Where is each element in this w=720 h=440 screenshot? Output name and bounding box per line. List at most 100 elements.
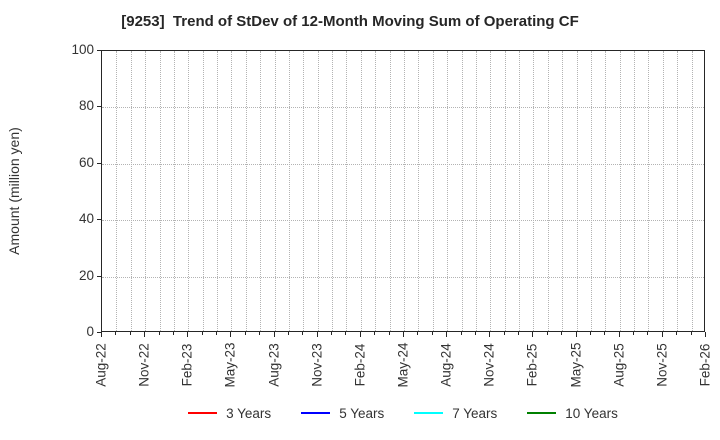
horizontal-gridline [102, 276, 704, 278]
vertical-gridline [145, 51, 147, 331]
legend-series-label: 10 Years [565, 405, 618, 421]
x-tick-label: Nov-22 [136, 343, 152, 387]
x-tick-label: May-23 [222, 342, 238, 388]
y-tick-label: 80 [78, 98, 94, 114]
x-tick-mark [503, 332, 505, 335]
x-tick-mark [359, 332, 361, 337]
vertical-gridline [677, 51, 679, 331]
x-tick-mark [101, 332, 102, 337]
x-tick-mark [661, 332, 663, 337]
y-tick-label: 0 [86, 324, 94, 339]
legend: 3 Years 5 Years 7 Years 10 Years [101, 401, 705, 425]
x-tick-mark [201, 332, 203, 335]
y-tick-mark [97, 162, 101, 164]
x-tick-mark [259, 332, 261, 335]
vertical-gridline [332, 51, 334, 331]
plot-area [101, 50, 705, 332]
x-tick-mark [546, 332, 548, 335]
legend-series-label: 7 Years [452, 405, 498, 421]
legend-line-swatch [414, 412, 444, 414]
x-tick-mark [244, 332, 246, 335]
vertical-gridline [562, 51, 564, 331]
x-tick-label: Aug-25 [611, 343, 627, 387]
x-tick-label: Feb-24 [352, 343, 368, 387]
vertical-gridline [317, 51, 319, 331]
x-tick-mark [690, 332, 692, 335]
x-tick-mark [532, 332, 534, 337]
x-tick-mark [388, 332, 390, 335]
x-tick-label: Nov-25 [654, 343, 670, 387]
x-tick-mark [374, 332, 376, 335]
x-tick-mark [216, 332, 218, 335]
y-tick-mark [97, 50, 101, 51]
vertical-gridline [389, 51, 391, 331]
y-tick-label: 40 [78, 211, 94, 227]
y-axis-label: Amount (million yen) [6, 127, 22, 255]
x-tick-label: May-24 [395, 342, 411, 388]
vertical-gridline [404, 51, 405, 331]
vertical-gridline [360, 51, 362, 331]
x-tick-mark [575, 332, 577, 337]
vertical-gridline [605, 51, 607, 331]
x-tick-mark [115, 332, 117, 335]
horizontal-gridline [102, 220, 704, 222]
vertical-gridline [188, 51, 190, 331]
x-tick-label: Feb-23 [179, 343, 195, 387]
vertical-gridline [231, 51, 233, 331]
horizontal-gridline [102, 107, 704, 109]
vertical-gridline [519, 51, 521, 331]
x-tick-mark [633, 332, 635, 335]
y-tick-label: 100 [71, 42, 94, 57]
vertical-gridline [375, 51, 377, 331]
x-tick-mark [172, 332, 174, 335]
x-tick-mark [230, 332, 232, 337]
x-tick-mark [331, 332, 333, 335]
x-tick-mark [158, 332, 160, 335]
legend-line-swatch [301, 412, 331, 414]
x-tick-label: May-25 [568, 342, 584, 388]
vertical-gridline [447, 51, 449, 331]
y-tick-mark [97, 219, 101, 221]
x-tick-label: Aug-24 [438, 343, 454, 387]
legend-item: 7 Years [414, 406, 497, 421]
vertical-gridline [245, 51, 247, 331]
vertical-gridline [662, 51, 664, 331]
x-tick-mark [129, 332, 131, 335]
x-tick-mark [403, 332, 404, 337]
vertical-gridline [202, 51, 204, 331]
y-tick-label: 60 [78, 154, 94, 170]
x-tick-mark [302, 332, 304, 335]
vertical-gridline [648, 51, 650, 331]
vertical-gridline [159, 51, 161, 331]
legend-line-swatch [527, 412, 557, 414]
vertical-gridline [288, 51, 290, 331]
legend-item: 10 Years [527, 406, 618, 421]
x-tick-mark [489, 332, 491, 337]
vertical-gridline [217, 51, 219, 331]
y-tick-mark [97, 106, 101, 108]
vertical-gridline [432, 51, 434, 331]
vertical-gridline [130, 51, 132, 331]
y-tick-mark [97, 275, 101, 277]
x-tick-mark [561, 332, 563, 335]
x-tick-label: Feb-26 [697, 343, 713, 387]
x-tick-label: Aug-23 [266, 343, 282, 387]
x-tick-mark [417, 332, 419, 335]
y-tick-mark [97, 332, 101, 333]
chart-title: [9253] Trend of StDev of 12-Month Moving… [121, 13, 579, 30]
x-tick-mark [187, 332, 189, 337]
x-tick-mark [345, 332, 347, 335]
vertical-gridline [576, 51, 578, 331]
legend-line-swatch [188, 412, 218, 414]
vertical-gridline [504, 51, 506, 331]
vertical-gridline [418, 51, 420, 331]
x-tick-mark [676, 332, 678, 335]
x-tick-label: Feb-25 [524, 343, 540, 387]
vertical-gridline [346, 51, 348, 331]
vertical-gridline [475, 51, 477, 331]
legend-item: 5 Years [301, 406, 384, 421]
vertical-gridline [303, 51, 305, 331]
legend-series-label: 5 Years [339, 405, 385, 421]
x-tick-mark [431, 332, 433, 335]
vertical-gridline [173, 51, 175, 331]
